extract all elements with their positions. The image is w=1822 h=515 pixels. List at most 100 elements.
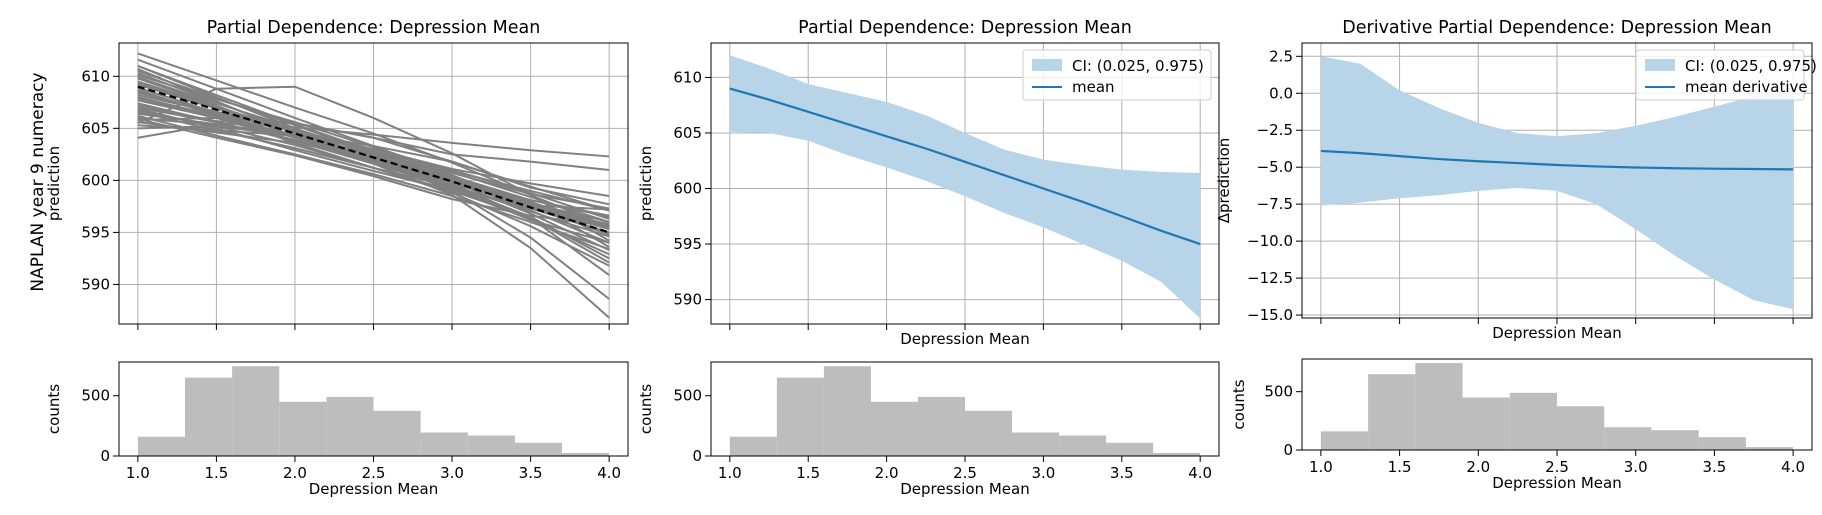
- histogram-bar: [1368, 374, 1416, 450]
- ice-line: [137, 122, 610, 206]
- histogram-bar: [1604, 427, 1652, 450]
- x-axis-label: Depression Mean: [1492, 474, 1622, 492]
- x-tick-label: 3.5: [519, 464, 543, 482]
- panel-ice-0: 590 595 600 605 610 Partial Dependence: Depre…: [45, 18, 629, 330]
- legend-ci-swatch: [1032, 59, 1062, 71]
- y-tick-label: −5.0: [1257, 158, 1293, 176]
- x-tick-label: 2.5: [1545, 458, 1569, 476]
- y-tick-label: −10.0: [1247, 232, 1293, 250]
- histogram-bar: [326, 396, 374, 456]
- y-axis-label: counts: [1230, 379, 1248, 429]
- y-tick-label: 605: [673, 124, 702, 142]
- ci-band: [1320, 56, 1794, 310]
- x-tick-label: 3.5: [1702, 458, 1726, 476]
- histogram-bar: [1745, 447, 1794, 450]
- y-axis-label: counts: [637, 384, 655, 434]
- histogram-bar: [1462, 397, 1510, 450]
- histogram-bar: [823, 366, 871, 456]
- y-tick-label: 500: [1264, 383, 1293, 401]
- x-tick-label: 1.0: [1309, 458, 1333, 476]
- y-tick-label: 595: [673, 235, 702, 253]
- histogram-bars: [729, 366, 1201, 456]
- histogram-bar: [137, 436, 185, 456]
- ci-band: [729, 55, 1201, 319]
- legend-ci-label: CI: (0.025, 0.975): [1685, 57, 1817, 75]
- x-tick-label: 2.0: [283, 464, 307, 482]
- x-tick-label: 3.0: [1624, 458, 1648, 476]
- y-axis-label: Δprediction: [1215, 138, 1233, 224]
- ice-line: [137, 85, 610, 242]
- x-tick-label: 3.0: [440, 464, 464, 482]
- ice-line: [137, 104, 610, 158]
- x-tick-label: 1.0: [718, 464, 742, 482]
- histogram-bar: [279, 401, 327, 456]
- histogram-bar: [1651, 430, 1699, 450]
- y-axis-label: prediction: [45, 146, 63, 221]
- ice-line: [137, 97, 610, 223]
- y-tick-label: −12.5: [1247, 269, 1293, 287]
- panel-hist-0: 1.0 1.5 2.0 2.5 3.0 3.5 4.0 0 500 counts Depressio…: [45, 361, 629, 498]
- histogram-bar: [965, 410, 1013, 456]
- ice-line: [137, 117, 610, 228]
- histogram-bar: [373, 410, 421, 456]
- x-tick-label: 3.5: [1110, 464, 1134, 482]
- y-tick-label: 590: [81, 275, 110, 293]
- x-tick-label: 2.0: [875, 464, 899, 482]
- x-tick-label: 2.5: [362, 464, 386, 482]
- panel-ci-1: 590 595 600 605 610 Partial Dependence: Depre…: [637, 18, 1220, 348]
- histogram-bar: [1415, 363, 1463, 450]
- ice-line: [137, 107, 610, 211]
- legend-ci-swatch: [1645, 59, 1675, 71]
- x-tick-label: 3.0: [1031, 464, 1055, 482]
- x-tick-label: 4.0: [1781, 458, 1805, 476]
- chart-title: Partial Dependence: Depression Mean: [207, 18, 541, 38]
- legend-mean-label: mean derivative: [1685, 78, 1808, 96]
- histogram-bar: [562, 452, 610, 456]
- x-axis-label: Depression Mean: [1492, 324, 1622, 342]
- ice-line: [137, 74, 610, 223]
- histogram-bar: [1557, 406, 1605, 450]
- axes-frame: [1301, 42, 1813, 319]
- histogram-bar: [729, 436, 777, 456]
- x-tick-label: 1.5: [796, 464, 820, 482]
- histogram-bars: [1320, 363, 1794, 450]
- y-tick-label: 500: [673, 387, 702, 405]
- ice-line: [137, 91, 610, 197]
- y-tick-label: −2.5: [1257, 121, 1293, 139]
- y-tick-label: −7.5: [1257, 195, 1293, 213]
- x-tick-label: 4.0: [597, 464, 621, 482]
- panel-derivative-2: 2.5 0.0 −2.5 −5.0 −7.5 −10.0 −12.5 −15.0 Derivat…: [1215, 18, 1817, 342]
- y-tick-label: 0: [692, 447, 702, 465]
- y-axis-label: prediction: [637, 146, 655, 221]
- x-axis-label: Depression Mean: [900, 480, 1030, 498]
- figure-ylabel: NAPLAN year 9 numeracy: [28, 72, 48, 291]
- histogram-bar: [184, 377, 233, 456]
- y-tick-label: 0: [1283, 441, 1293, 459]
- axes-frame: [1301, 358, 1813, 451]
- x-axis-label: Depression Mean: [309, 480, 439, 498]
- histogram-bar: [232, 366, 280, 456]
- histogram-bar: [467, 435, 515, 456]
- histogram-bar: [870, 401, 918, 456]
- y-tick-label: 600: [673, 179, 702, 197]
- y-tick-label: 600: [81, 171, 110, 189]
- histogram-bar: [1153, 452, 1201, 456]
- x-tick-label: 1.5: [1388, 458, 1412, 476]
- histogram-bar: [1012, 432, 1060, 456]
- panel-hist-2: 1.0 1.5 2.0 2.5 3.0 3.5 4.0 0 500 counts Depressio…: [1230, 358, 1813, 492]
- gridlines: [119, 43, 628, 324]
- y-tick-label: 0: [100, 447, 110, 465]
- y-tick-label: 610: [81, 67, 110, 85]
- histogram-bar: [1509, 392, 1557, 450]
- chart-title: Derivative Partial Dependence: Depressio…: [1342, 18, 1771, 38]
- x-tick-label: 2.0: [1466, 458, 1490, 476]
- mean-dashed-line: [137, 85, 610, 234]
- histogram-bar: [917, 396, 965, 456]
- x-axis-label: Depression Mean: [900, 330, 1030, 348]
- ice-line: [137, 114, 610, 251]
- histogram-bar: [1698, 437, 1746, 450]
- chart-title: Partial Dependence: Depression Mean: [798, 18, 1132, 38]
- y-tick-label: 595: [81, 223, 110, 241]
- y-tick-label: −15.0: [1247, 306, 1293, 324]
- legend-mean-label: mean: [1072, 78, 1115, 96]
